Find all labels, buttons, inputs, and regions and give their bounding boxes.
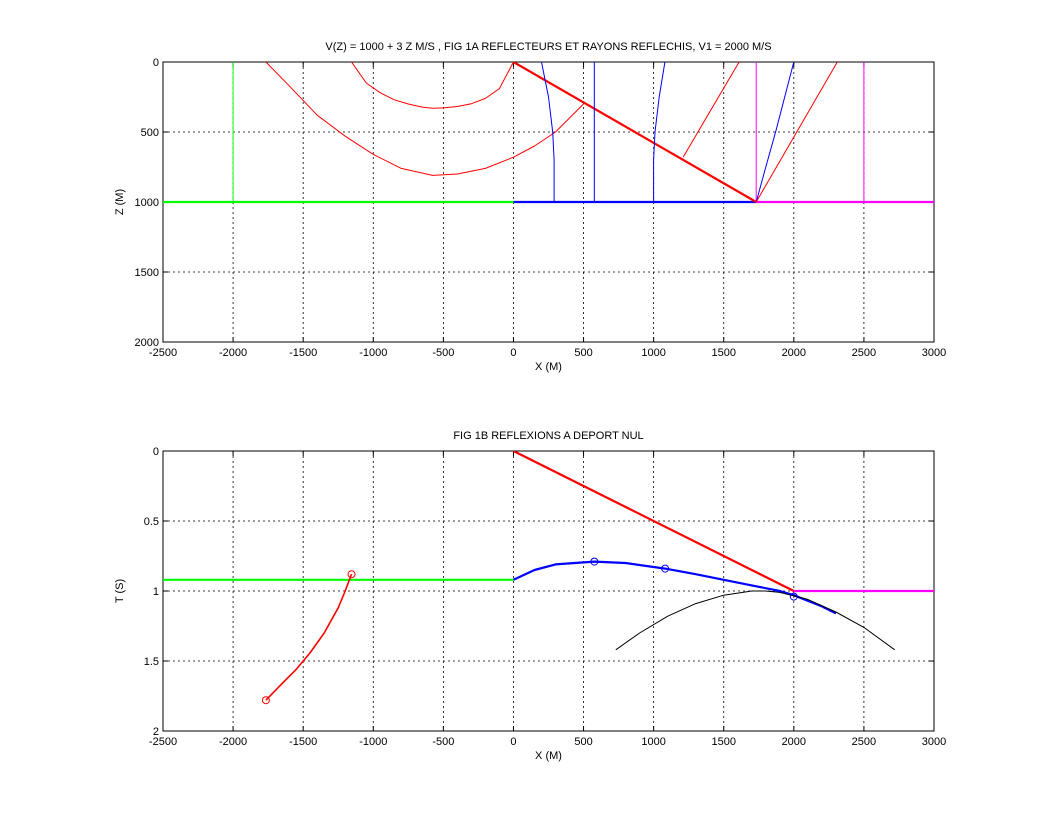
x-tick-label: 1500	[711, 347, 735, 359]
series-group	[163, 451, 934, 705]
x-tick-label: -2500	[149, 347, 177, 359]
x-tick-label: 3000	[922, 736, 946, 748]
x-tick-label: -500	[432, 736, 454, 748]
series-line-8	[351, 62, 514, 109]
x-tick-label: -500	[432, 347, 454, 359]
series-line-6	[512, 62, 757, 203]
y-axis-label: T (S)	[114, 579, 126, 603]
y-tick-label: 0	[153, 446, 159, 458]
data-marker	[347, 570, 356, 579]
x-axis-label: X (M)	[535, 361, 562, 373]
y-tick-label: 1	[153, 586, 159, 598]
x-tick-label: 0	[510, 347, 516, 359]
y-tick-label: 2	[153, 726, 159, 738]
series-line-14	[682, 62, 740, 158]
data-marker	[789, 592, 798, 601]
series-group	[163, 62, 934, 204]
series-line-7	[265, 62, 584, 176]
x-tick-label: 2000	[782, 736, 806, 748]
series-line-9	[541, 62, 555, 202]
x-tick-label: -2000	[219, 736, 247, 748]
series-line-13	[755, 62, 838, 203]
data-marker	[661, 564, 670, 573]
y-tick-label: 0.5	[144, 516, 159, 528]
x-tick-label: 3000	[922, 347, 946, 359]
x-tick-label: -1500	[289, 736, 317, 748]
y-tick-label: 1.5	[144, 656, 159, 668]
x-tick-label: -1000	[359, 736, 387, 748]
series-line-12	[755, 62, 795, 203]
x-axis-label: X (M)	[535, 750, 562, 762]
y-tick-label: 0	[153, 57, 159, 69]
x-tick-label: 1000	[641, 347, 665, 359]
panel-top: -2500 -2000 -1500 -1000 -500 0 500 1000 1500 2000…	[114, 41, 946, 373]
y-tick-label: 500	[141, 127, 159, 139]
series-line-11	[653, 62, 666, 202]
chart-title: FIG 1B REFLEXIONS A DEPORT NUL	[453, 430, 643, 442]
x-tick-label: -2500	[149, 736, 177, 748]
x-tick-label: 2500	[852, 736, 876, 748]
x-tick-label: 1000	[641, 736, 665, 748]
x-tick-label: 500	[574, 736, 592, 748]
x-tick-label: 500	[574, 347, 592, 359]
x-tick-label: -1500	[289, 347, 317, 359]
y-axis-label: Z (M)	[114, 189, 126, 215]
x-tick-label: 2500	[852, 347, 876, 359]
chart-title: V(Z) = 1000 + 3 Z M/S , FIG 1A REFLECTEU…	[325, 41, 771, 53]
x-tick-label: -1000	[359, 347, 387, 359]
data-marker	[590, 557, 599, 566]
y-tick-label: 2000	[135, 337, 159, 349]
series-line-3	[513, 560, 837, 615]
data-marker	[261, 696, 270, 705]
series-line-1	[513, 451, 795, 592]
x-tick-label: 0	[510, 736, 516, 748]
panel-bottom: -2500 -2000 -1500 -1000 -500 0 500 1000 1500 2000…	[114, 430, 946, 762]
x-tick-label: 2000	[782, 347, 806, 359]
y-tick-label: 1500	[135, 267, 159, 279]
series-line-4	[265, 573, 353, 701]
series-line-5	[615, 590, 895, 651]
x-tick-label: -2000	[219, 347, 247, 359]
y-tick-label: 1000	[135, 197, 159, 209]
x-tick-label: 1500	[711, 736, 735, 748]
